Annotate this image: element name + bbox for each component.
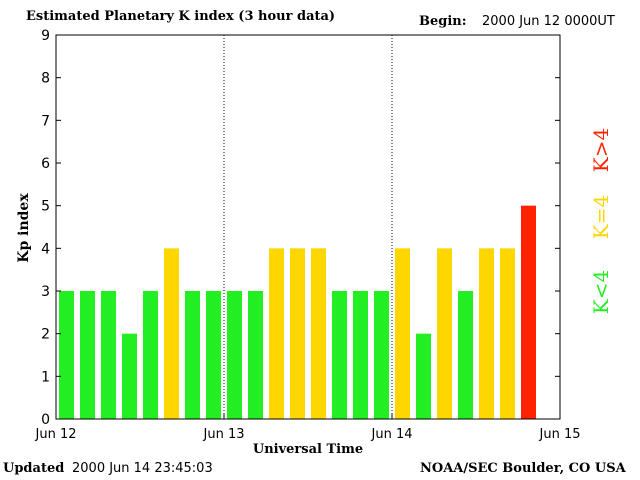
x-axis: Jun 12 Jun 13 Jun 14 Jun 15: [35, 413, 581, 442]
y-axis-label: Kp index: [16, 193, 32, 263]
x-tick-label: Jun 12: [35, 427, 77, 442]
y-tick-label: 2: [41, 327, 50, 343]
kp-bar: [227, 291, 242, 419]
begin-label: Begin:: [419, 14, 467, 29]
y-tick-label: 4: [41, 241, 50, 257]
plot-border: [55, 34, 561, 420]
chart-title: Estimated Planetary K index (3 hour data…: [26, 9, 336, 24]
kp-bar: [164, 248, 179, 419]
y-axis: 0 1 2 3 4 5 6 7 8 9: [41, 28, 560, 428]
kp-bar: [458, 291, 473, 419]
kp-bar: [353, 291, 368, 419]
legend-k-greater-4: K>4: [589, 128, 613, 172]
kp-bar: [437, 248, 452, 419]
legend-k-less-4: K<4: [589, 270, 613, 314]
kp-bar: [206, 291, 221, 419]
kp-bar: [290, 248, 305, 419]
y-tick-label: 1: [41, 369, 50, 385]
source-credit: NOAA/SEC Boulder, CO USA: [420, 461, 626, 476]
y-tick-label: 0: [41, 412, 50, 428]
kp-bar: [374, 291, 389, 419]
kp-bar: [479, 248, 494, 419]
kp-bar: [311, 248, 326, 419]
kp-bar: [122, 333, 137, 419]
updated-label: Updated: [3, 461, 65, 476]
x-tick-label: Jun 14: [371, 427, 413, 442]
y-tick-label: 7: [41, 113, 50, 129]
y-tick-label: 9: [41, 28, 50, 44]
y-tick-label: 8: [41, 71, 50, 87]
legend-k-equal-4: K=4: [589, 195, 613, 239]
kp-bar: [269, 248, 284, 419]
y-tick-label: 3: [41, 284, 50, 300]
x-tick-label: Jun 15: [539, 427, 581, 442]
kp-bar: [416, 333, 431, 419]
kp-bar: [248, 291, 263, 419]
kp-bar: [80, 291, 95, 419]
plot-frame: [55, 34, 561, 420]
kp-bar: [185, 291, 200, 419]
kp-bar: [395, 248, 410, 419]
x-tick-label: Jun 13: [203, 427, 245, 442]
kp-bar: [59, 291, 74, 419]
y-tick-label: 6: [41, 156, 50, 172]
updated-value: 2000 Jun 14 23:45:03: [72, 461, 213, 476]
kp-bar: [500, 248, 515, 419]
begin-value: 2000 Jun 12 0000UT: [482, 14, 615, 29]
kp-bar: [521, 205, 536, 419]
x-axis-label: Universal Time: [253, 442, 363, 457]
kp-bar: [143, 291, 158, 419]
y-tick-label: 5: [41, 199, 50, 215]
kp-bar: [332, 291, 347, 419]
bars-group: [59, 205, 536, 419]
kp-bar: [101, 291, 116, 419]
